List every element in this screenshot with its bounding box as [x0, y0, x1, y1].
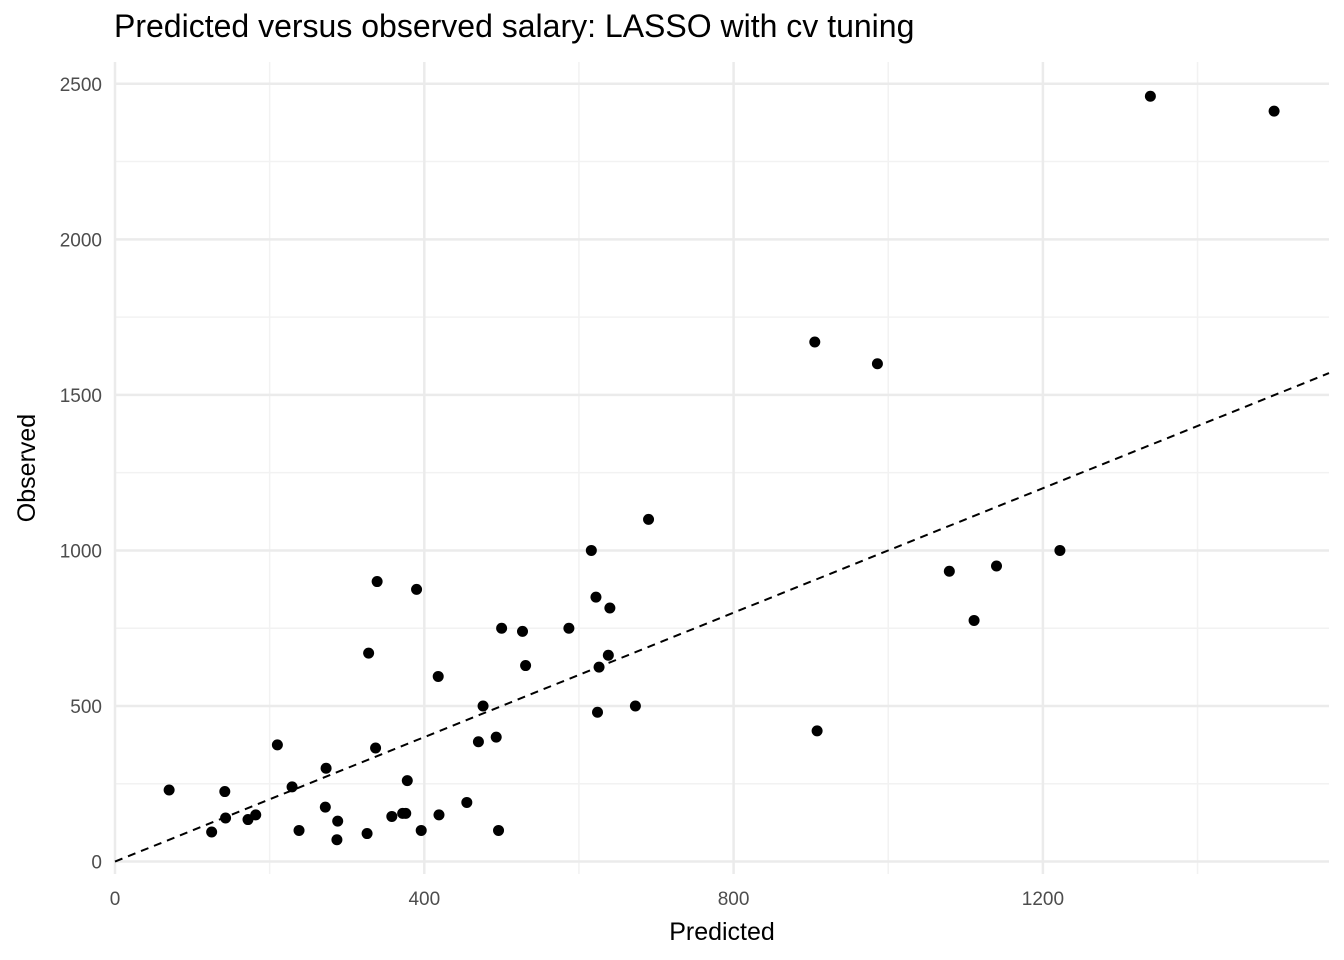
chart-title: Predicted versus observed salary: LASSO …: [114, 8, 915, 44]
data-point: [809, 336, 821, 348]
data-point: [219, 786, 231, 798]
data-point: [386, 810, 398, 822]
x-axis-title: Predicted: [669, 918, 775, 946]
y-tick-label: 500: [70, 697, 102, 718]
data-point: [1144, 90, 1156, 102]
data-point: [520, 660, 532, 672]
data-point: [432, 670, 444, 682]
data-point: [1268, 105, 1280, 117]
data-point: [585, 544, 597, 556]
data-point: [496, 622, 508, 634]
data-point: [286, 781, 298, 793]
data-point: [643, 513, 655, 525]
data-point: [320, 762, 332, 774]
data-point: [592, 706, 604, 718]
data-point: [604, 602, 616, 614]
data-points: [163, 90, 1280, 846]
minor-gridlines: [115, 62, 1329, 874]
y-tick-label: 0: [91, 853, 102, 874]
data-point: [461, 796, 473, 808]
data-point: [361, 828, 373, 840]
data-point: [400, 807, 412, 819]
y-tick-label: 2500: [60, 75, 102, 96]
y-tick-label: 1500: [60, 386, 102, 407]
data-point: [293, 824, 305, 836]
data-point: [271, 739, 283, 751]
data-point: [401, 775, 413, 787]
data-point: [331, 834, 343, 846]
data-point: [206, 826, 218, 838]
data-point: [319, 801, 331, 813]
data-point: [563, 622, 575, 634]
data-point: [250, 809, 262, 821]
data-point: [477, 700, 489, 712]
data-point: [220, 812, 232, 824]
data-point: [370, 742, 382, 754]
data-point: [415, 824, 427, 836]
data-point: [363, 647, 375, 659]
data-point: [411, 583, 423, 595]
data-point: [332, 815, 344, 827]
data-point: [593, 661, 605, 673]
y-axis-title: Observed: [13, 414, 41, 522]
data-point: [943, 565, 955, 577]
data-point: [163, 784, 175, 796]
x-tick-label: 0: [110, 889, 121, 910]
data-point: [629, 700, 641, 712]
data-point: [371, 576, 383, 588]
data-point: [1054, 544, 1066, 556]
data-point: [811, 725, 823, 737]
data-point: [602, 649, 614, 661]
y-tick-label: 1000: [60, 541, 102, 562]
y-axis-ticks: 0 500 1000 1500 2000 2500: [60, 75, 102, 874]
data-point: [991, 560, 1003, 572]
data-point: [517, 625, 529, 637]
data-point: [871, 358, 883, 370]
y-tick-label: 2000: [60, 230, 102, 251]
data-point: [968, 614, 980, 626]
data-point: [493, 824, 505, 836]
data-point: [433, 809, 445, 821]
x-axis-ticks: 0 400 800 1200: [110, 889, 1064, 910]
x-tick-label: 400: [408, 889, 440, 910]
major-gridlines: [113, 62, 1329, 874]
x-tick-label: 800: [718, 889, 750, 910]
data-point: [590, 591, 602, 603]
x-tick-label: 1200: [1022, 889, 1064, 910]
data-point: [472, 736, 484, 748]
data-point: [490, 731, 502, 743]
